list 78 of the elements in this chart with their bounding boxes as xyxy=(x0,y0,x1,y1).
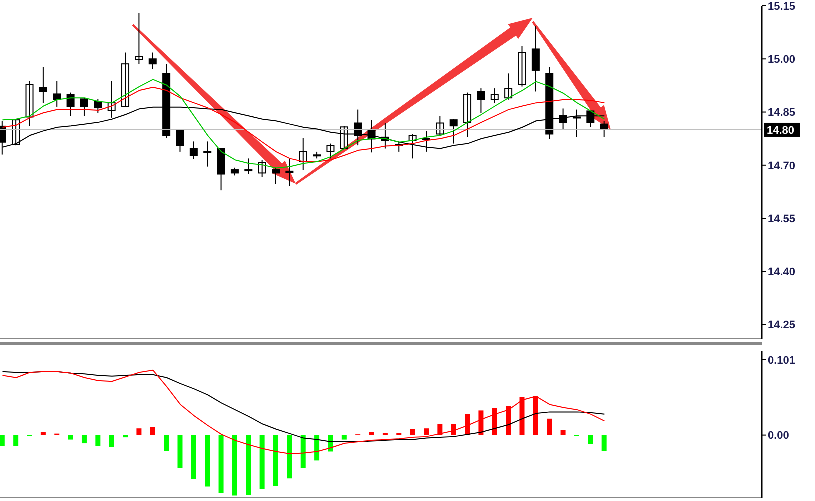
y-tick-label: 14.40 xyxy=(768,266,796,279)
candlestick xyxy=(26,80,34,127)
bar xyxy=(260,435,265,490)
bar xyxy=(14,435,19,447)
bar xyxy=(369,432,374,436)
candlestick xyxy=(286,158,294,187)
candlestick xyxy=(190,141,198,160)
bar xyxy=(68,435,74,440)
bar xyxy=(274,435,279,486)
candlestick xyxy=(532,26,540,92)
bar xyxy=(314,435,320,461)
bar xyxy=(0,435,5,447)
candlestick xyxy=(326,143,335,160)
candlestick xyxy=(299,138,308,171)
bar xyxy=(300,435,306,468)
candlestick xyxy=(572,109,581,138)
bar xyxy=(533,396,538,436)
bar xyxy=(246,435,252,496)
bar xyxy=(506,406,512,436)
candlestick xyxy=(204,141,212,168)
line-series xyxy=(2,371,606,443)
bar xyxy=(164,435,170,451)
bar xyxy=(96,435,101,447)
bar xyxy=(424,428,429,436)
line-series xyxy=(2,370,606,454)
y-tick-label: 14.55 xyxy=(768,213,796,226)
candlestick xyxy=(477,88,486,114)
bar xyxy=(342,435,347,440)
bar xyxy=(588,435,594,444)
candlestick xyxy=(39,66,48,104)
candlestick xyxy=(464,92,472,138)
candlestick xyxy=(176,128,184,152)
bar xyxy=(602,435,607,451)
bar xyxy=(465,414,470,436)
candlestick xyxy=(66,92,75,117)
ref-line-label: 14.80 xyxy=(767,124,795,137)
y-tick-label: 14.85 xyxy=(768,107,796,120)
y-tick-label: 0.101 xyxy=(768,354,796,367)
bar xyxy=(136,428,142,436)
bar xyxy=(150,427,156,436)
candlestick xyxy=(586,110,595,128)
bar xyxy=(191,435,196,480)
y-tick-label: 15.00 xyxy=(768,54,796,66)
y-tick-label: 14.25 xyxy=(768,320,796,332)
bar xyxy=(438,424,443,436)
candlestick xyxy=(148,52,157,70)
candlestick xyxy=(94,98,102,114)
bar xyxy=(178,435,183,468)
bar xyxy=(492,408,498,436)
bar xyxy=(410,429,416,436)
bar xyxy=(478,410,484,436)
bar xyxy=(451,424,456,436)
y-tick-label: 0.00 xyxy=(768,430,790,442)
bar xyxy=(40,432,46,436)
candlestick xyxy=(122,52,130,108)
bar xyxy=(232,435,238,496)
candlestick xyxy=(436,116,444,136)
candlestick xyxy=(80,98,88,117)
bar xyxy=(82,435,87,444)
bar xyxy=(547,418,552,436)
y-tick-label: 15.15 xyxy=(768,0,796,13)
candlestick xyxy=(504,73,513,100)
candlestick xyxy=(258,160,266,178)
candlestick xyxy=(53,80,62,108)
bar xyxy=(205,435,210,487)
bar xyxy=(218,435,224,494)
candlestick xyxy=(244,158,253,175)
candlestick xyxy=(490,88,499,104)
candlestick xyxy=(135,12,144,65)
candlestick xyxy=(272,167,280,185)
bar xyxy=(560,430,566,436)
bar xyxy=(109,435,114,448)
bar xyxy=(287,435,292,479)
candlestick xyxy=(518,46,526,88)
candlestick xyxy=(12,118,20,146)
y-tick-label: 14.70 xyxy=(768,160,796,172)
candlestick xyxy=(450,118,458,144)
bar xyxy=(520,397,525,436)
